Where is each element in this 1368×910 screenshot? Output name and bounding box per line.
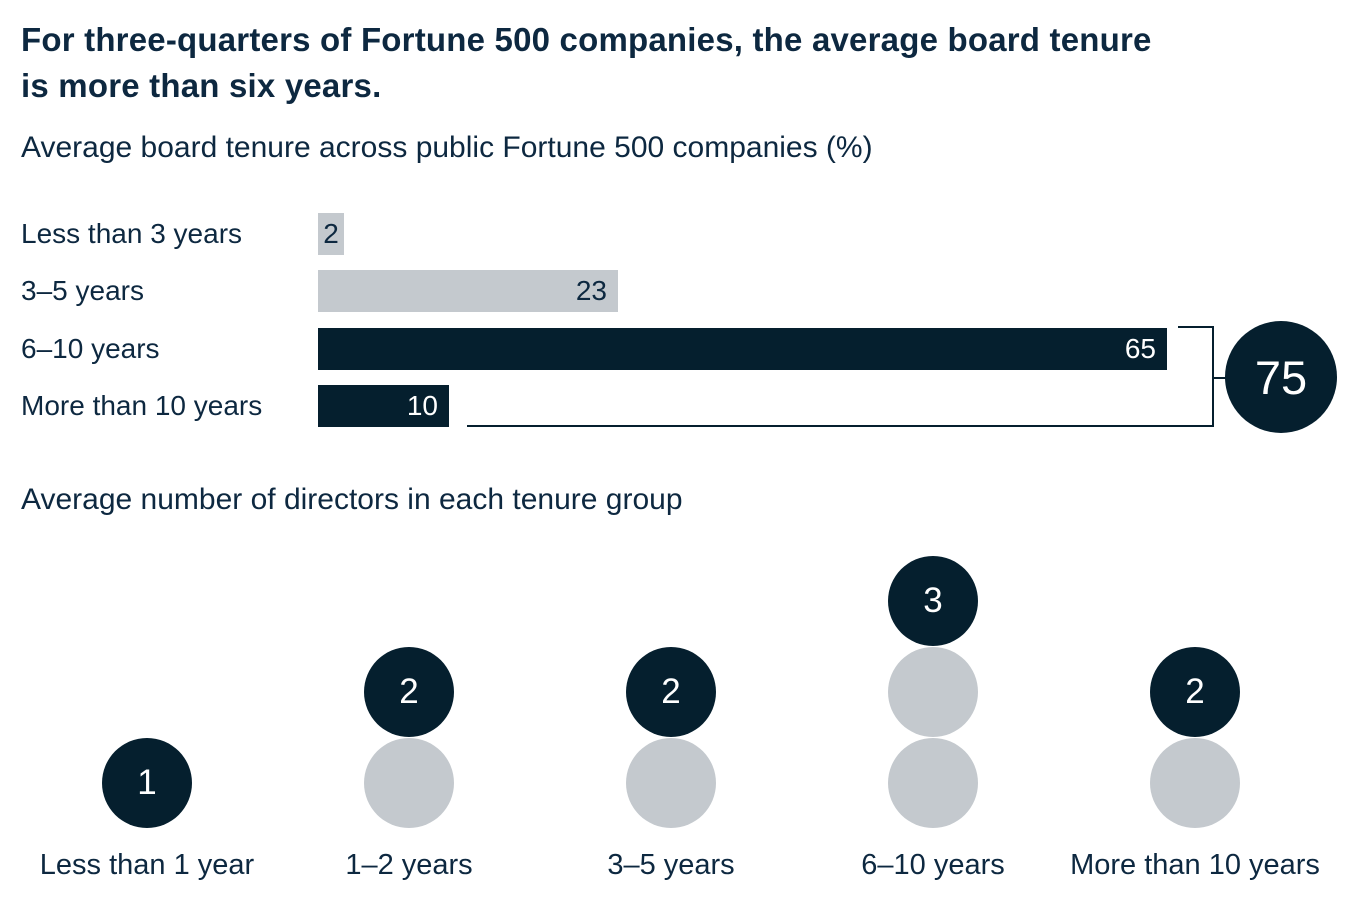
- director-dot-circle: [888, 738, 978, 828]
- bracket-top-line: [1178, 326, 1214, 328]
- director-dot-circle: [364, 738, 454, 828]
- tenure-group-label: 3–5 years: [607, 849, 735, 881]
- bar-value-label: 10: [406, 390, 438, 421]
- total-value: 75: [1254, 350, 1308, 404]
- bar: 2: [318, 213, 344, 255]
- director-dot-circle: [1150, 738, 1240, 828]
- bracket-vertical-line: [1212, 326, 1214, 427]
- tenure-group-label: 1–2 years: [345, 849, 473, 881]
- tenure-group-label: Less than 1 year: [39, 849, 255, 881]
- director-count-circle: 2: [1150, 647, 1240, 737]
- total-circle: 75: [1225, 321, 1337, 433]
- director-dot-circle: [626, 738, 716, 828]
- director-count-circle: 1: [102, 738, 192, 828]
- director-count-circle: 2: [626, 647, 716, 737]
- bar-category-label: Less than 3 years: [21, 218, 243, 249]
- bar-category-label: More than 10 years: [21, 390, 263, 421]
- bar-value-label: 23: [575, 275, 607, 306]
- director-dot-circle: [888, 647, 978, 737]
- bar: 23: [318, 270, 618, 312]
- tenure-group-label: More than 10 years: [1070, 849, 1320, 881]
- tenure-group-label: 6–10 years: [861, 849, 1005, 881]
- page-title: For three-quarters of Fortune 500 compan…: [21, 21, 1152, 104]
- bar-value-label: 2: [323, 218, 339, 249]
- bar-chart-title: Average board tenure across public Fortu…: [21, 131, 873, 164]
- bar: 10: [318, 385, 449, 427]
- bracket-bottom-line: [467, 425, 1214, 427]
- bracket-connector-line: [1214, 377, 1227, 379]
- dot-chart-title: Average number of directors in each tenu…: [21, 483, 683, 516]
- director-count-circle: 3: [888, 556, 978, 646]
- bar-category-label: 6–10 years: [21, 333, 160, 364]
- bar-value-label: 65: [1124, 333, 1156, 364]
- director-count-circle: 2: [364, 647, 454, 737]
- bar-category-label: 3–5 years: [21, 275, 144, 306]
- bar: 65: [318, 328, 1167, 370]
